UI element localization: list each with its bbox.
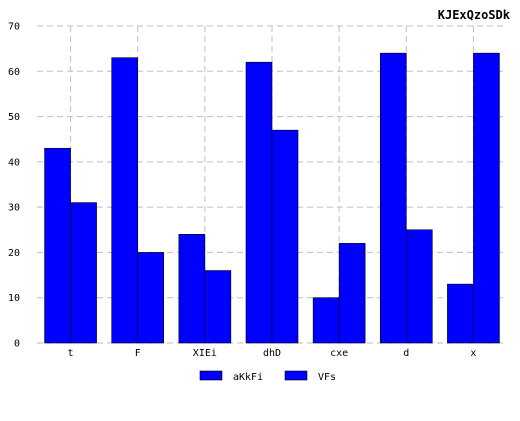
y-tick-label: 50 (8, 112, 20, 123)
chart-title: KJExQzoSDk (438, 8, 511, 22)
x-tick-label: XIEi (193, 348, 217, 359)
legend-label: VFs (318, 372, 336, 383)
bar-VFs-cxe (338, 243, 366, 344)
y-tick-label: 40 (8, 157, 20, 168)
bar-aKkFi-XIEi (178, 234, 206, 344)
bar-aKkFi-F (111, 57, 139, 344)
y-tick-label: 70 (8, 22, 20, 33)
x-tick-label: d (403, 348, 409, 359)
legend-swatch (199, 370, 223, 381)
bar-aKkFi-t (44, 147, 71, 344)
y-tick-label: 30 (8, 203, 20, 214)
y-tick-label: 0 (14, 339, 20, 350)
y-tick-label: 60 (8, 67, 20, 78)
legend-label: aKkFi (233, 372, 263, 383)
x-tick-label: cxe (330, 348, 348, 359)
x-tick-label: dhD (263, 348, 281, 359)
bar-VFs-d (405, 229, 433, 344)
bar-VFs-dhD (271, 129, 299, 344)
bars (44, 52, 500, 344)
x-tick-label: F (135, 348, 141, 359)
x-axis-ticks: t F XIEi dhD cxe d x (68, 348, 477, 359)
bar-aKkFi-dhD (245, 61, 273, 344)
legend: aKkFi VFs (199, 370, 336, 383)
bar-VFs-t (70, 202, 97, 344)
bar-VFs-F (137, 252, 165, 344)
legend-swatch (284, 370, 308, 381)
bar-aKkFi-d (379, 52, 407, 344)
y-tick-label: 20 (8, 248, 20, 259)
bar-aKkFi-cxe (312, 297, 340, 344)
bar-VFs-x (473, 52, 500, 344)
y-axis-ticks: 0 10 20 30 40 50 60 70 (8, 22, 20, 350)
x-tick-label: t (68, 348, 74, 359)
bar-aKkFi-x (447, 283, 474, 344)
bar-VFs-XIEi (204, 270, 232, 344)
x-tick-label: x (470, 348, 476, 359)
y-tick-label: 10 (8, 293, 20, 304)
